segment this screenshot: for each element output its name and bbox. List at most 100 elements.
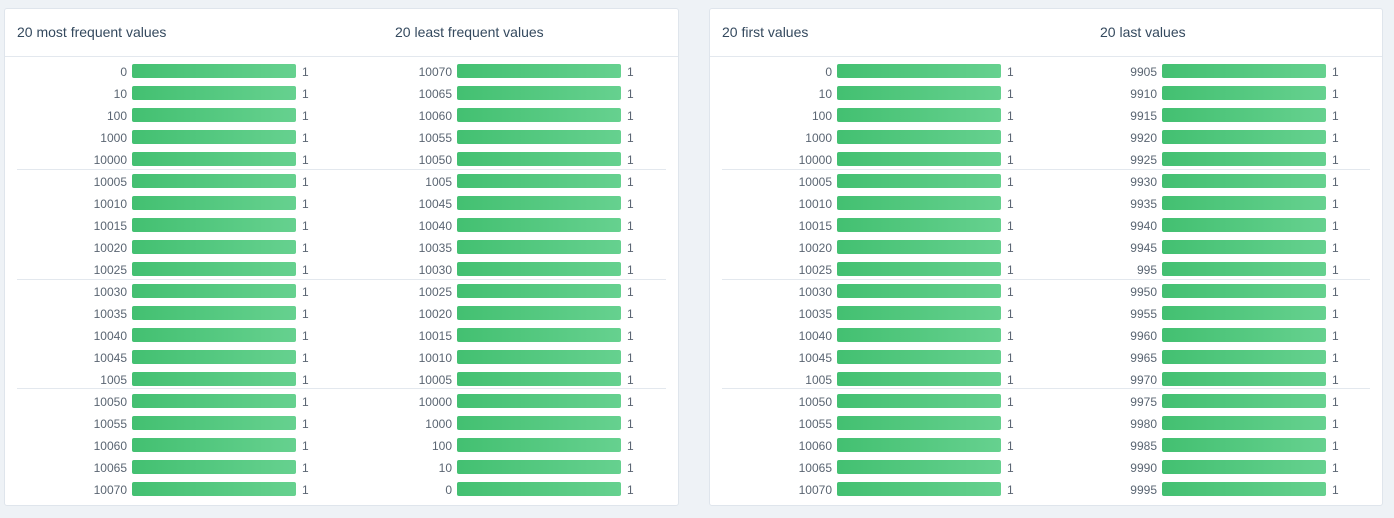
value-label: 100 xyxy=(106,109,127,123)
count-label: 1 xyxy=(1007,461,1014,475)
frequency-bar xyxy=(132,438,296,452)
count-label: 1 xyxy=(1007,219,1014,233)
value-row: 9950 1 xyxy=(1035,281,1360,303)
frequency-bar xyxy=(1162,64,1326,78)
count-label: 1 xyxy=(1007,109,1014,123)
most-frequent-list: 0 1 10 1 100 1 1000 1 10000 1 10005 1 10010 1 10015 1 10… xyxy=(5,61,330,501)
value-label: 995 xyxy=(1136,263,1157,277)
value-row: 9995 1 xyxy=(1035,479,1360,501)
count-label: 1 xyxy=(1007,87,1014,101)
frequency-bar xyxy=(457,130,621,144)
value-label: 9920 xyxy=(1130,131,1157,145)
count-label: 1 xyxy=(302,197,309,211)
value-label: 10060 xyxy=(93,439,127,453)
value-row: 10000 1 xyxy=(5,149,330,171)
value-label: 10035 xyxy=(798,307,832,321)
frequency-bar xyxy=(457,152,621,166)
count-label: 1 xyxy=(1332,373,1339,387)
count-label: 1 xyxy=(627,417,634,431)
count-label: 1 xyxy=(627,329,634,343)
value-label: 10040 xyxy=(798,329,832,343)
value-label: 9910 xyxy=(1130,87,1157,101)
value-row: 10050 1 xyxy=(330,149,655,171)
count-label: 1 xyxy=(627,219,634,233)
frequency-bar xyxy=(457,460,621,474)
value-label: 10035 xyxy=(93,307,127,321)
most-frequent-title: 20 most frequent values xyxy=(17,24,167,40)
count-label: 1 xyxy=(627,483,634,497)
count-label: 1 xyxy=(1332,219,1339,233)
value-row: 10040 1 xyxy=(710,325,1035,347)
count-label: 1 xyxy=(302,461,309,475)
count-label: 1 xyxy=(1007,483,1014,497)
frequency-bar xyxy=(457,328,621,342)
value-row: 10010 1 xyxy=(710,193,1035,215)
value-label: 10015 xyxy=(418,329,452,343)
count-label: 1 xyxy=(1332,175,1339,189)
frequency-bar xyxy=(837,438,1001,452)
count-label: 1 xyxy=(627,351,634,365)
value-label: 10030 xyxy=(798,285,832,299)
frequency-bar xyxy=(132,108,296,122)
frequency-bar xyxy=(837,218,1001,232)
value-label: 9980 xyxy=(1130,417,1157,431)
frequency-bar xyxy=(837,306,1001,320)
value-row: 9975 1 xyxy=(1035,391,1360,413)
card-header: 20 first values 20 last values xyxy=(710,9,1382,57)
value-label: 10065 xyxy=(418,87,452,101)
value-label: 10025 xyxy=(93,263,127,277)
value-row: 10045 1 xyxy=(5,347,330,369)
value-row: 10065 1 xyxy=(710,457,1035,479)
value-row: 10020 1 xyxy=(330,303,655,325)
value-row: 10015 1 xyxy=(330,325,655,347)
last-values-list: 9905 1 9910 1 9915 1 9920 1 9925 1 9930 1 9935 1 9940 1… xyxy=(1035,61,1360,501)
frequency-bar xyxy=(837,130,1001,144)
frequency-bar xyxy=(132,196,296,210)
value-row: 10025 1 xyxy=(330,281,655,303)
count-label: 1 xyxy=(302,285,309,299)
value-label: 1000 xyxy=(805,131,832,145)
first-values-list: 0 1 10 1 100 1 1000 1 10000 1 10005 1 10010 1 10015 1 10… xyxy=(710,61,1035,501)
value-row: 10060 1 xyxy=(330,105,655,127)
frequency-bar xyxy=(837,86,1001,100)
value-label: 1005 xyxy=(805,373,832,387)
count-label: 1 xyxy=(1007,153,1014,167)
count-label: 1 xyxy=(627,263,634,277)
value-row: 10015 1 xyxy=(5,215,330,237)
frequency-bar xyxy=(457,108,621,122)
value-row: 100 1 xyxy=(5,105,330,127)
value-row: 9910 1 xyxy=(1035,83,1360,105)
card-header: 20 most frequent values 20 least frequen… xyxy=(5,9,678,57)
value-row: 10025 1 xyxy=(710,259,1035,281)
count-label: 1 xyxy=(627,175,634,189)
value-label: 10070 xyxy=(93,483,127,497)
count-label: 1 xyxy=(302,417,309,431)
value-row: 100 1 xyxy=(330,435,655,457)
value-row: 9930 1 xyxy=(1035,171,1360,193)
count-label: 1 xyxy=(627,87,634,101)
frequency-bar xyxy=(457,306,621,320)
value-row: 100 1 xyxy=(710,105,1035,127)
value-label: 10060 xyxy=(418,109,452,123)
value-label: 9970 xyxy=(1130,373,1157,387)
value-row: 10065 1 xyxy=(330,83,655,105)
frequency-bar xyxy=(1162,108,1326,122)
count-label: 1 xyxy=(627,395,634,409)
frequency-bar xyxy=(1162,416,1326,430)
frequency-bar xyxy=(1162,328,1326,342)
frequency-bar xyxy=(837,372,1001,386)
value-label: 9950 xyxy=(1130,285,1157,299)
frequency-bar xyxy=(837,328,1001,342)
value-label: 9985 xyxy=(1130,439,1157,453)
value-label: 10000 xyxy=(93,153,127,167)
value-row: 10070 1 xyxy=(330,61,655,83)
value-label: 10055 xyxy=(798,417,832,431)
frequency-bar xyxy=(457,240,621,254)
value-label: 10010 xyxy=(93,197,127,211)
value-label: 10030 xyxy=(418,263,452,277)
value-row: 9960 1 xyxy=(1035,325,1360,347)
count-label: 1 xyxy=(1332,87,1339,101)
value-label: 10000 xyxy=(798,153,832,167)
value-label: 9935 xyxy=(1130,197,1157,211)
count-label: 1 xyxy=(1332,65,1339,79)
